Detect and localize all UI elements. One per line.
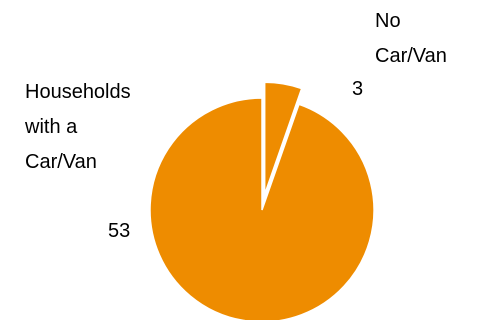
- slice-label-with-car-line-2: with a: [24, 116, 78, 138]
- slice-label-with-car-line-1: Households: [25, 81, 131, 103]
- slice-label-with-car: Households with a Car/Van: [24, 81, 136, 173]
- pie-slice-with-car: [149, 97, 375, 320]
- slice-label-with-car-line-3: Car/Van: [25, 151, 97, 173]
- slice-value-label-no-car: 3: [352, 78, 363, 100]
- pie-slices: [149, 81, 375, 320]
- slice-label-no-car: No Car/Van: [375, 10, 447, 67]
- slice-value-label-with-car: 53: [108, 220, 130, 242]
- slice-label-no-car-line-2: Car/Van: [375, 45, 447, 67]
- slice-label-no-car-line-1: No: [375, 10, 401, 32]
- pie-slice-no-car: [263, 81, 303, 195]
